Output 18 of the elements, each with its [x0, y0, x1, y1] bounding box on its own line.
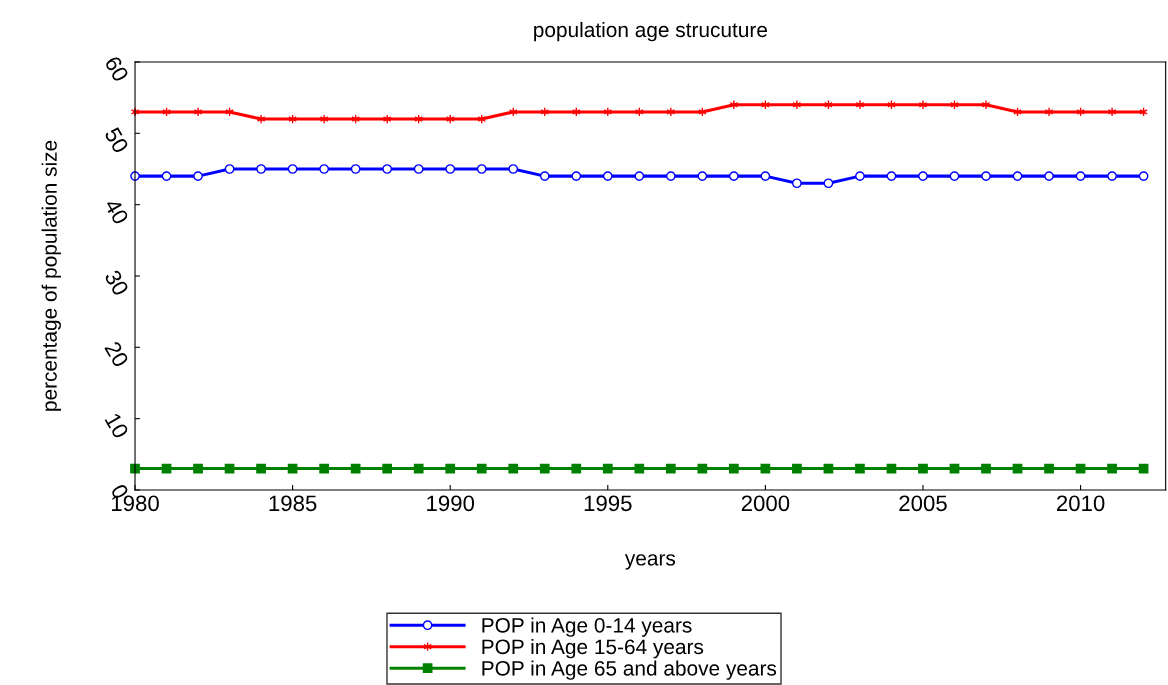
y-tick-label: 20: [104, 340, 130, 369]
y-tick-label: 50: [104, 126, 130, 155]
x-axis-title: years: [624, 554, 676, 570]
y-tick-label: 30: [104, 268, 130, 297]
x-tick-label: 2010: [1056, 495, 1105, 512]
x-tick-label: 2005: [899, 495, 947, 512]
legend-label: POP in Age 0-14 years: [482, 617, 692, 637]
x-tick-label: 2000: [741, 495, 790, 512]
chart-title: population age strucuture: [534, 21, 767, 42]
y-tick-label: 60: [104, 55, 130, 83]
legend-label: POP in Age 15-64 years: [482, 638, 704, 659]
y-tick-label: 10: [104, 412, 130, 440]
x-tick-label: 1990: [427, 495, 475, 512]
x-tick-label: 1995: [584, 495, 632, 512]
y-tick-label: 40: [103, 197, 130, 226]
y-axis-title: percentage of population size: [41, 140, 61, 411]
legend-label: POP in Age 65 and above years: [482, 660, 777, 680]
x-tick-label: 1985: [269, 495, 317, 512]
